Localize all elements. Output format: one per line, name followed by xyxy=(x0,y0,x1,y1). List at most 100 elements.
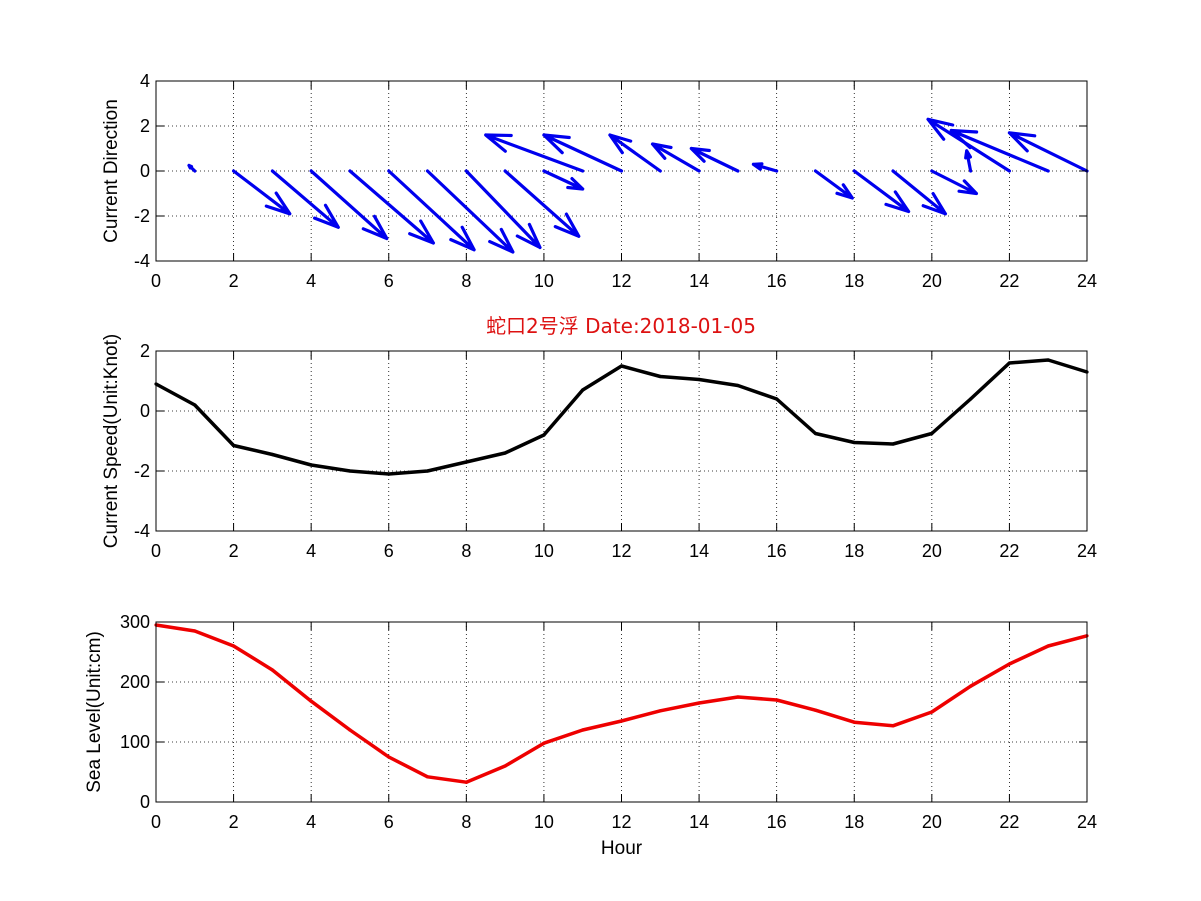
sealevel-x-tick-label: 12 xyxy=(611,812,631,832)
speed-y-tick-label: -4 xyxy=(134,521,150,541)
sealevel-data-point xyxy=(852,720,856,724)
direction-vector-arrow xyxy=(484,133,585,173)
speed-data-point xyxy=(697,377,701,382)
sealevel-data-point xyxy=(775,698,779,702)
sealevel-data-point xyxy=(658,709,662,713)
speed-data-point xyxy=(930,431,934,436)
direction-x-tick-label: 4 xyxy=(306,271,316,291)
speed-y-axis-label: Current Speed(Unit:Knot) xyxy=(101,334,122,548)
speed-data-point xyxy=(348,469,352,473)
direction-x-tick-label: 6 xyxy=(384,271,394,291)
sealevel-data-point xyxy=(348,728,352,732)
speed-data-point xyxy=(503,451,507,455)
sealevel-data-point xyxy=(930,710,934,714)
speed-data-point xyxy=(193,403,197,407)
sealevel-x-tick-label: 22 xyxy=(999,812,1019,832)
direction-vector-arrow xyxy=(464,169,542,250)
speed-data-point xyxy=(231,443,236,448)
sealevel-data-point xyxy=(813,708,818,712)
direction-x-tick-label: 0 xyxy=(151,271,161,291)
direction-x-tick-label: 20 xyxy=(922,271,942,291)
speed-data-point xyxy=(775,397,779,401)
sealevel-x-tick-label: 4 xyxy=(306,812,316,832)
direction-vector-arrow xyxy=(503,169,581,238)
direction-x-tick-label: 14 xyxy=(689,271,709,291)
direction-y-tick-label: 0 xyxy=(140,161,150,181)
sealevel-data-point xyxy=(1046,644,1050,648)
sealevel-x-tick-label: 16 xyxy=(767,812,787,832)
speed-data-point xyxy=(852,440,856,445)
sealevel-y-tick-label: 0 xyxy=(140,792,150,812)
speed-x-tick-label: 10 xyxy=(534,541,554,561)
sealevel-x-tick-label: 6 xyxy=(384,812,394,832)
speed-x-tick-label: 8 xyxy=(461,541,471,561)
speed-data-point xyxy=(736,383,740,388)
direction-vector-arrow xyxy=(232,169,292,216)
direction-vector-arrow xyxy=(348,169,435,245)
chart-title: 蛇口2号浮 Date:2018-01-05 xyxy=(486,314,756,338)
sealevel-y-tick-label: 200 xyxy=(120,672,150,692)
direction-vector-arrow xyxy=(425,169,515,254)
direction-vector-arrow xyxy=(813,169,854,200)
direction-vector-arrow xyxy=(1007,131,1089,173)
sealevel-data-point xyxy=(270,668,274,672)
sealevel-data-point xyxy=(387,755,391,759)
speed-data-point xyxy=(813,431,818,436)
direction-x-tick-label: 8 xyxy=(461,271,471,291)
direction-vector-arrow xyxy=(891,169,947,216)
speed-x-tick-label: 14 xyxy=(689,541,709,561)
sealevel-x-tick-label: 2 xyxy=(229,812,239,832)
direction-vector-arrow xyxy=(187,163,197,173)
direction-x-tick-label: 10 xyxy=(534,271,554,291)
direction-vector-arrow xyxy=(542,133,624,173)
speed-x-tick-label: 6 xyxy=(384,541,394,561)
direction-y-tick-label: 4 xyxy=(140,71,150,91)
sealevel-data-point xyxy=(503,764,507,768)
direction-vector-arrow xyxy=(930,169,978,196)
direction-x-tick-label: 24 xyxy=(1077,271,1097,291)
speed-data-point xyxy=(969,397,973,401)
sealevel-data-point xyxy=(425,775,430,779)
speed-data-point xyxy=(425,469,430,473)
direction-y-tick-label: -2 xyxy=(134,206,150,226)
direction-vector-arrow xyxy=(608,133,662,173)
direction-vector-arrow xyxy=(852,169,911,214)
speed-x-tick-label: 22 xyxy=(999,541,1019,561)
speed-data-point xyxy=(542,433,546,437)
speed-data-point xyxy=(1007,361,1012,365)
speed-data-point xyxy=(464,460,468,464)
speed-x-tick-label: 12 xyxy=(611,541,631,561)
speed-x-tick-label: 4 xyxy=(306,541,316,561)
direction-vector-arrow xyxy=(751,162,779,173)
direction-x-tick-label: 16 xyxy=(767,271,787,291)
sealevel-x-tick-label: 0 xyxy=(151,812,161,832)
direction-vector-arrow xyxy=(650,142,701,173)
direction-vector-arrow xyxy=(309,169,389,241)
sealevel-data-point xyxy=(309,699,313,703)
sealevel-data-point xyxy=(231,644,236,648)
speed-y-tick-label: 2 xyxy=(140,341,150,361)
sealevel-data-point xyxy=(736,695,740,699)
sealevel-x-tick-label: 14 xyxy=(689,812,709,832)
speed-x-tick-label: 2 xyxy=(229,541,239,561)
direction-vector-arrow xyxy=(387,169,476,252)
direction-y-axis-label: Current Direction xyxy=(101,99,122,243)
sealevel-data-point xyxy=(542,741,546,745)
direction-x-tick-label: 12 xyxy=(611,271,631,291)
speed-data-point xyxy=(891,442,895,446)
speed-x-tick-label: 20 xyxy=(922,541,942,561)
sealevel-y-tick-label: 100 xyxy=(120,732,150,752)
sealevel-data-point xyxy=(969,684,973,688)
speed-x-tick-label: 16 xyxy=(767,541,787,561)
speed-data-point xyxy=(658,374,662,379)
direction-y-tick-label: 2 xyxy=(140,116,150,136)
speed-data-point xyxy=(387,472,391,476)
sealevel-data-point xyxy=(891,724,895,728)
speed-y-tick-label: -2 xyxy=(134,461,150,481)
sealevel-data-point xyxy=(1007,662,1012,666)
sealevel-y-axis-label: Sea Level(Unit:cm) xyxy=(84,631,105,793)
